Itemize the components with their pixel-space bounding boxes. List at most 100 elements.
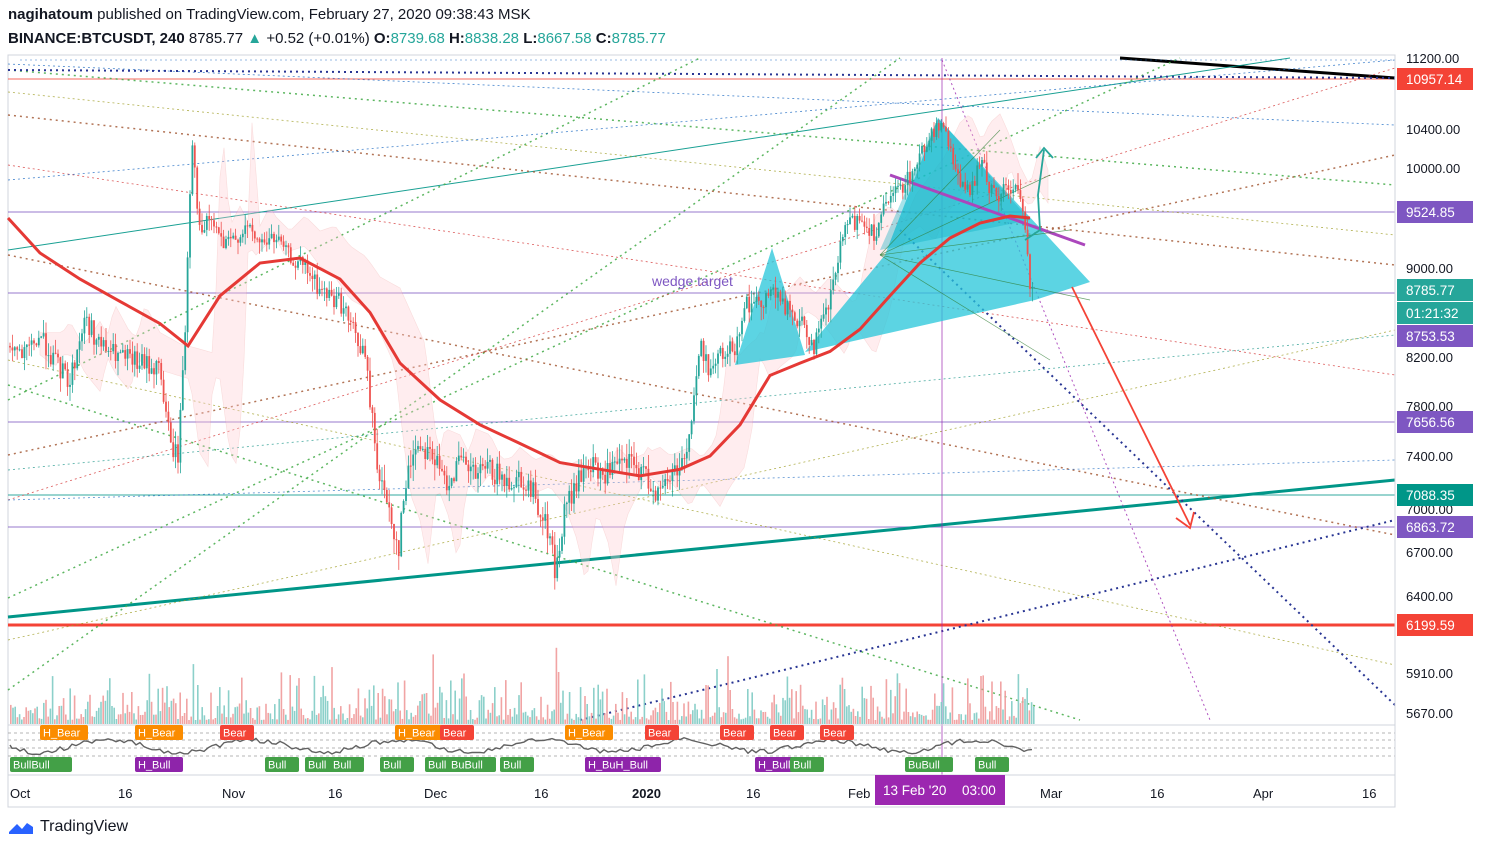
volume-bar (839, 684, 841, 724)
candle-body (289, 247, 292, 263)
candle-body (870, 224, 873, 236)
volume-bar (296, 685, 298, 724)
candle-body (481, 464, 484, 467)
candle-body (729, 341, 731, 354)
projection-arrows (1024, 146, 1195, 530)
volume-bar (49, 708, 52, 724)
volume-bar (667, 720, 670, 724)
candle-body (714, 363, 717, 366)
candle-body (995, 188, 998, 196)
candle-body (126, 349, 129, 359)
volume-bar (709, 717, 712, 724)
candle-body (933, 128, 935, 137)
volume-bar (527, 715, 529, 724)
volume-bar (155, 714, 157, 724)
volume-bar (962, 720, 965, 724)
volume-bar (56, 715, 58, 724)
signal-label-bg (585, 757, 661, 772)
volume-bar (549, 718, 551, 724)
drawing-line (7, 114, 1396, 266)
volume-bar (529, 717, 531, 724)
volume-bar (230, 717, 232, 724)
candle-body (407, 465, 410, 489)
candle-body (241, 233, 244, 238)
candle-body (522, 487, 525, 490)
volume-bar (214, 718, 217, 724)
candle-body (582, 468, 585, 482)
candle-body (189, 194, 191, 258)
volume-bar (476, 717, 478, 724)
drawing-line (7, 329, 1396, 641)
candle-body (556, 557, 559, 579)
volume-bar (654, 707, 657, 724)
drawing-line (1119, 56, 1396, 80)
candle-body (803, 316, 806, 325)
drawing-line (7, 384, 1081, 721)
price-label-bg (1397, 279, 1473, 301)
price-label: 8785.77 (1406, 283, 1455, 298)
volume-bar (115, 719, 118, 724)
signal-label: Bull (428, 760, 446, 772)
volume-bar (535, 716, 538, 724)
volume-bar (969, 703, 971, 724)
footer-brand[interactable]: TradingView (8, 818, 128, 836)
candle-body (1007, 185, 1010, 190)
candle-body (390, 507, 393, 524)
candle-body (1002, 184, 1005, 194)
volume-bar (1000, 681, 1002, 724)
volume-bar (326, 700, 329, 724)
signal-label: Bull (978, 760, 996, 772)
candle-body (438, 455, 441, 469)
volume-bar (192, 664, 195, 724)
candle-body (369, 370, 371, 408)
candle-body (623, 458, 626, 461)
volume-bar (232, 713, 234, 724)
candle-body (167, 411, 170, 423)
candle-body (172, 442, 175, 458)
candle-body (21, 349, 23, 358)
candle-body (645, 466, 647, 469)
volume-bar (696, 709, 698, 724)
wedge-target-label: wedge target (651, 273, 733, 289)
author-name[interactable]: nagihatoum (8, 6, 93, 23)
volume-bar (619, 719, 621, 724)
volume-bar (980, 676, 982, 724)
volume-bar (846, 706, 848, 724)
volume-bar (58, 706, 60, 724)
candle-body (829, 290, 832, 310)
volume-bar (29, 710, 32, 724)
candle-body (450, 478, 453, 486)
candle-body (1012, 189, 1015, 194)
volume-bar (386, 714, 388, 724)
candle-body (558, 550, 561, 558)
oscillator-line (9, 736, 1033, 756)
volume-bar (584, 696, 586, 724)
volume-bar (65, 714, 67, 724)
candle-body (462, 456, 465, 458)
volume-bar (718, 707, 720, 724)
volume-bar (236, 706, 239, 724)
volume-bar (986, 719, 989, 724)
volume-bar (628, 716, 630, 724)
volume-bar (157, 688, 159, 724)
candle-body (1031, 286, 1034, 290)
candle-body (553, 544, 556, 579)
signal-label: H_Bear (568, 728, 606, 740)
volume-bar (538, 719, 540, 724)
volume-bar (553, 709, 555, 724)
signal-label: Bull (503, 760, 521, 772)
candle-body (954, 164, 957, 170)
volume-bar (881, 716, 883, 724)
time-tick: Nov (222, 786, 246, 801)
volume-bar (760, 710, 762, 724)
volume-bar (219, 687, 221, 724)
candle-body (145, 356, 148, 369)
volume-bar (456, 719, 459, 724)
volume-bar (511, 716, 514, 724)
volume-bar (201, 707, 203, 724)
volume-bar (357, 688, 360, 724)
volume-bar (925, 715, 927, 724)
volume-bar (663, 701, 665, 724)
price-label: 7088.35 (1406, 488, 1455, 503)
